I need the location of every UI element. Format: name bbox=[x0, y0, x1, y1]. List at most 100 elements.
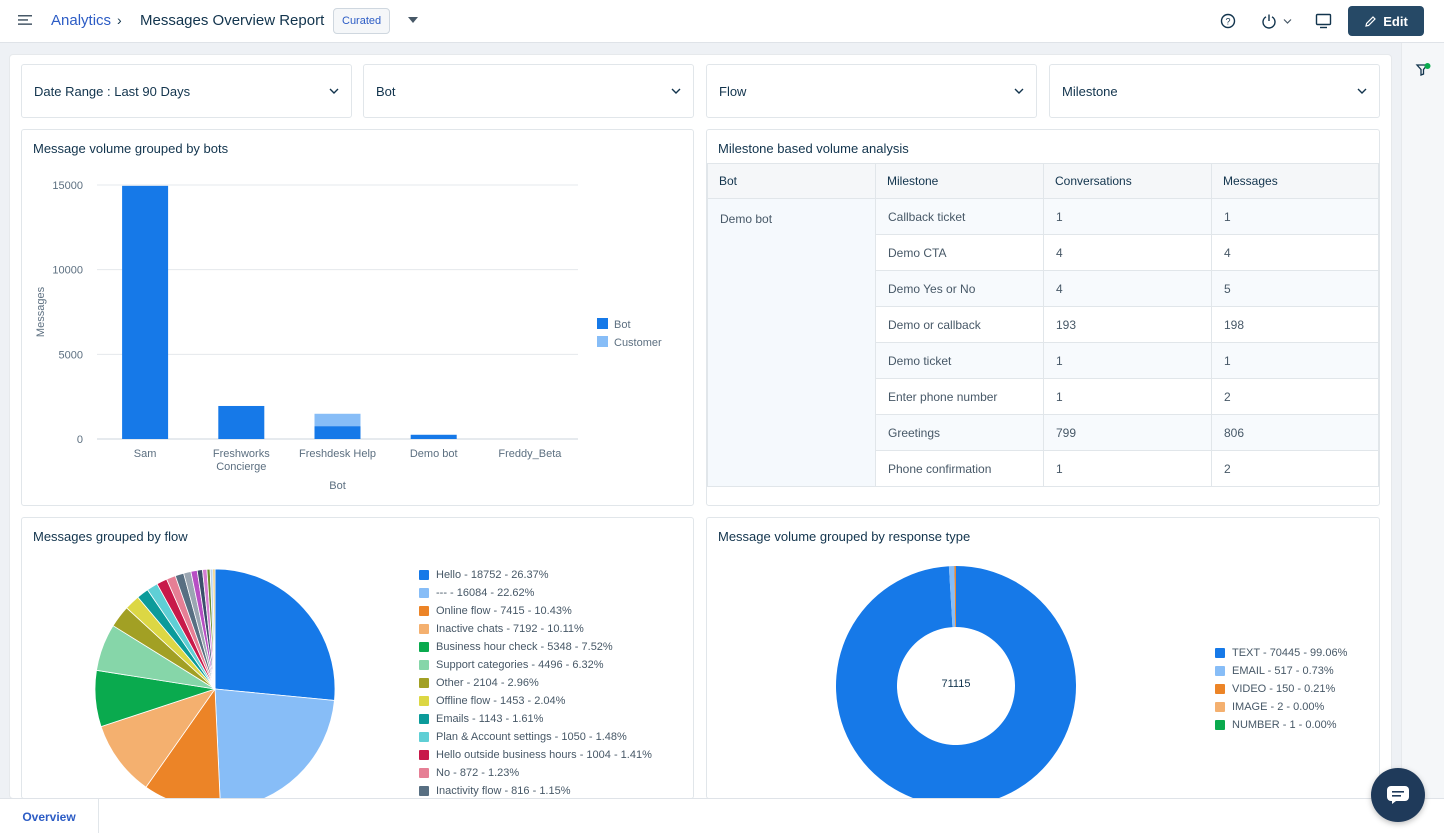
chevron-down-icon[interactable] bbox=[1283, 17, 1292, 26]
legend-item[interactable]: Emails - 1143 - 1.61% bbox=[419, 710, 652, 728]
flow-pie-chart-card: Messages grouped by flow Hello - 18752 -… bbox=[21, 517, 694, 799]
filter-funnel-icon[interactable] bbox=[1415, 62, 1431, 78]
bar-bot[interactable] bbox=[410, 434, 457, 439]
table-row: Demo Yes or No 4 5 bbox=[708, 270, 1379, 307]
legend-swatch bbox=[419, 588, 429, 598]
response-type-donut-card: Message volume grouped by response type … bbox=[706, 517, 1380, 799]
legend-swatch bbox=[419, 750, 429, 760]
bar-bot[interactable] bbox=[218, 405, 265, 439]
x-tick-label: Freshdesk Help bbox=[299, 448, 376, 460]
legend-item[interactable]: Support categories - 4496 - 6.32% bbox=[419, 656, 652, 674]
legend-label: No - 872 - 1.23% bbox=[436, 767, 520, 779]
messages-cell: 1 bbox=[1211, 342, 1379, 379]
milestone-table-title: Milestone based volume analysis bbox=[718, 141, 909, 156]
milestone-cell: Phone confirmation bbox=[875, 450, 1044, 487]
bot-filter[interactable]: Bot bbox=[363, 64, 694, 118]
bar-bot[interactable] bbox=[314, 426, 361, 439]
legend-item[interactable]: VIDEO - 150 - 0.21% bbox=[1215, 680, 1347, 698]
right-rail bbox=[1401, 43, 1444, 833]
legend-swatch bbox=[1215, 720, 1225, 730]
column-header-messages[interactable]: Messages bbox=[1211, 163, 1379, 199]
breadcrumb-analytics-link[interactable]: Analytics bbox=[51, 12, 112, 29]
power-icon[interactable] bbox=[1261, 13, 1277, 29]
monitor-icon[interactable] bbox=[1315, 13, 1332, 29]
legend-item[interactable]: NUMBER - 1 - 0.00% bbox=[1215, 716, 1347, 734]
svg-text:?: ? bbox=[1225, 17, 1230, 27]
x-tick-label: Concierge bbox=[216, 461, 266, 473]
tab-overview[interactable]: Overview bbox=[0, 799, 99, 833]
pie-slice[interactable] bbox=[214, 688, 335, 799]
pie-slice[interactable] bbox=[214, 568, 336, 701]
legend-label: Business hour check - 5348 - 7.52% bbox=[436, 641, 613, 653]
flow-chart-title: Messages grouped by flow bbox=[33, 529, 188, 544]
donut-slice[interactable] bbox=[836, 566, 1076, 799]
flow-filter[interactable]: Flow bbox=[706, 64, 1037, 118]
flow-filter-label: Flow bbox=[719, 83, 747, 99]
legend-swatch bbox=[419, 642, 429, 652]
legend-swatch bbox=[1215, 666, 1225, 676]
pie-slice[interactable] bbox=[212, 568, 216, 690]
bots-bar-chart-card: Message volume grouped by bots 0 5000 1000… bbox=[21, 129, 694, 506]
legend-swatch bbox=[1215, 702, 1225, 712]
chat-widget-button[interactable] bbox=[1371, 768, 1425, 822]
legend-label: NUMBER - 1 - 0.00% bbox=[1232, 719, 1337, 731]
bar-bot[interactable] bbox=[122, 185, 169, 439]
legend-item[interactable]: Inactivity flow - 816 - 1.15% bbox=[419, 782, 652, 798]
legend-label[interactable]: Bot bbox=[614, 319, 631, 331]
legend-item[interactable]: IMAGE - 2 - 0.00% bbox=[1215, 698, 1347, 716]
date-range-filter[interactable]: Date Range : Last 90 Days bbox=[21, 64, 352, 118]
bots-chart-title: Message volume grouped by bots bbox=[33, 141, 229, 156]
messages-cell: 198 bbox=[1211, 306, 1379, 343]
column-header-milestone[interactable]: Milestone bbox=[875, 163, 1044, 199]
legend-item[interactable]: Offline flow - 1453 - 2.04% bbox=[419, 692, 652, 710]
legend-item[interactable]: TEXT - 70445 - 99.06% bbox=[1215, 644, 1347, 662]
chevron-down-icon bbox=[329, 88, 339, 94]
chevron-down-icon bbox=[1357, 88, 1367, 94]
help-icon[interactable]: ? bbox=[1220, 13, 1236, 29]
legend-label[interactable]: Customer bbox=[614, 337, 662, 349]
response-type-donut-chart bbox=[836, 566, 1076, 799]
bar-customer[interactable] bbox=[314, 413, 361, 427]
legend-swatch bbox=[419, 660, 429, 670]
legend-item[interactable]: Inactive chats - 7192 - 10.11% bbox=[419, 620, 652, 638]
legend-item[interactable]: Hello outside business hours - 1004 - 1.… bbox=[419, 746, 652, 764]
bot-cell: Demo bot bbox=[707, 198, 876, 487]
donut-center-total: 71115 bbox=[941, 678, 971, 690]
report-options-dropdown[interactable] bbox=[408, 17, 418, 23]
legend-swatch bbox=[1215, 648, 1225, 658]
milestone-filter[interactable]: Milestone bbox=[1049, 64, 1380, 118]
legend-swatch bbox=[419, 696, 429, 706]
pie-slice[interactable] bbox=[145, 687, 221, 799]
legend-label: Inactivity flow - 816 - 1.15% bbox=[436, 785, 571, 797]
response-chart-title: Message volume grouped by response type bbox=[718, 529, 971, 544]
legend-item[interactable]: --- - 16084 - 22.62% bbox=[419, 584, 652, 602]
donut-slice[interactable] bbox=[954, 566, 956, 628]
column-header-bot[interactable]: Bot bbox=[707, 163, 876, 199]
y-tick-label: 10000 bbox=[52, 265, 83, 277]
edit-button[interactable]: Edit bbox=[1348, 6, 1424, 36]
legend-item[interactable]: No - 872 - 1.23% bbox=[419, 764, 652, 782]
column-header-conversations[interactable]: Conversations bbox=[1043, 163, 1212, 199]
legend-item[interactable]: Business hour check - 5348 - 7.52% bbox=[419, 638, 652, 656]
legend-item[interactable]: EMAIL - 517 - 0.73% bbox=[1215, 662, 1347, 680]
legend-label: Hello - 18752 - 26.37% bbox=[436, 569, 549, 581]
legend-swatch bbox=[419, 768, 429, 778]
conversations-cell: 4 bbox=[1043, 234, 1212, 271]
legend-item[interactable]: Other - 2104 - 2.96% bbox=[419, 674, 652, 692]
legend-label: Other - 2104 - 2.96% bbox=[436, 677, 539, 689]
messages-cell: 2 bbox=[1211, 450, 1379, 487]
legend-swatch bbox=[1215, 684, 1225, 694]
legend-item[interactable]: Online flow - 7415 - 10.43% bbox=[419, 602, 652, 620]
legend-swatch bbox=[419, 570, 429, 580]
legend-item[interactable]: Plan & Account settings - 1050 - 1.48% bbox=[419, 728, 652, 746]
donut-slice[interactable] bbox=[948, 566, 956, 628]
curated-badge: Curated bbox=[333, 8, 391, 34]
legend-item[interactable]: Hello - 18752 - 26.37% bbox=[419, 566, 652, 584]
menu-icon[interactable] bbox=[18, 14, 32, 26]
conversations-cell: 1 bbox=[1043, 198, 1212, 235]
pie-slice[interactable] bbox=[100, 688, 217, 788]
table-header-row: Bot Milestone Conversations Messages bbox=[707, 163, 1379, 199]
response-type-legend: TEXT - 70445 - 99.06% EMAIL - 517 - 0.73%… bbox=[1215, 644, 1347, 734]
legend-swatch bbox=[597, 336, 608, 347]
